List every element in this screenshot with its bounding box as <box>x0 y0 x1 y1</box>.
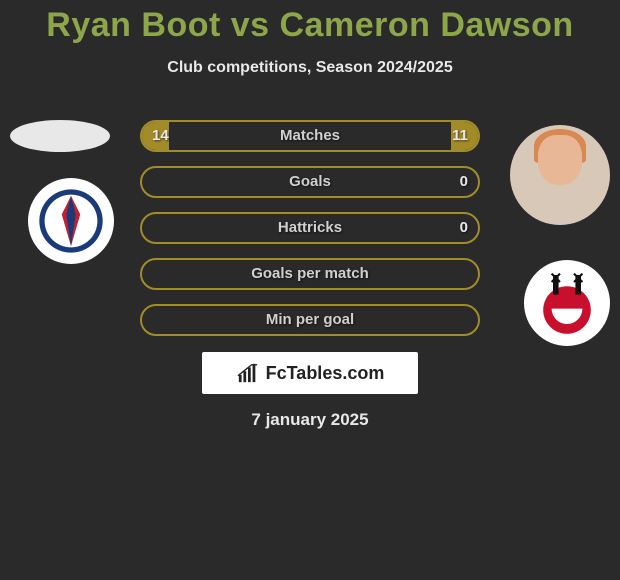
subtitle: Club competitions, Season 2024/2025 <box>0 59 620 77</box>
stat-row: 0Goals <box>140 166 480 198</box>
brand-text: FcTables.com <box>266 363 385 384</box>
chart-icon <box>236 362 260 384</box>
stat-row: 1411Matches <box>140 120 480 152</box>
stat-label: Hattricks <box>142 214 478 242</box>
stat-label: Matches <box>142 122 478 150</box>
stat-row: Goals per match <box>140 258 480 290</box>
stat-label: Min per goal <box>142 306 478 334</box>
comparison-card: Ryan Boot vs Cameron Dawson Club competi… <box>0 0 620 580</box>
stats-area: 1411Matches 0Goals 0Hattricks Goals per mat… <box>0 120 620 350</box>
brand-box[interactable]: FcTables.com <box>202 352 418 394</box>
stat-label: Goals <box>142 168 478 196</box>
title: Ryan Boot vs Cameron Dawson <box>0 0 620 45</box>
stat-row: 0Hattricks <box>140 212 480 244</box>
stat-label: Goals per match <box>142 260 478 288</box>
stat-row: Min per goal <box>140 304 480 336</box>
date: 7 january 2025 <box>0 410 620 430</box>
